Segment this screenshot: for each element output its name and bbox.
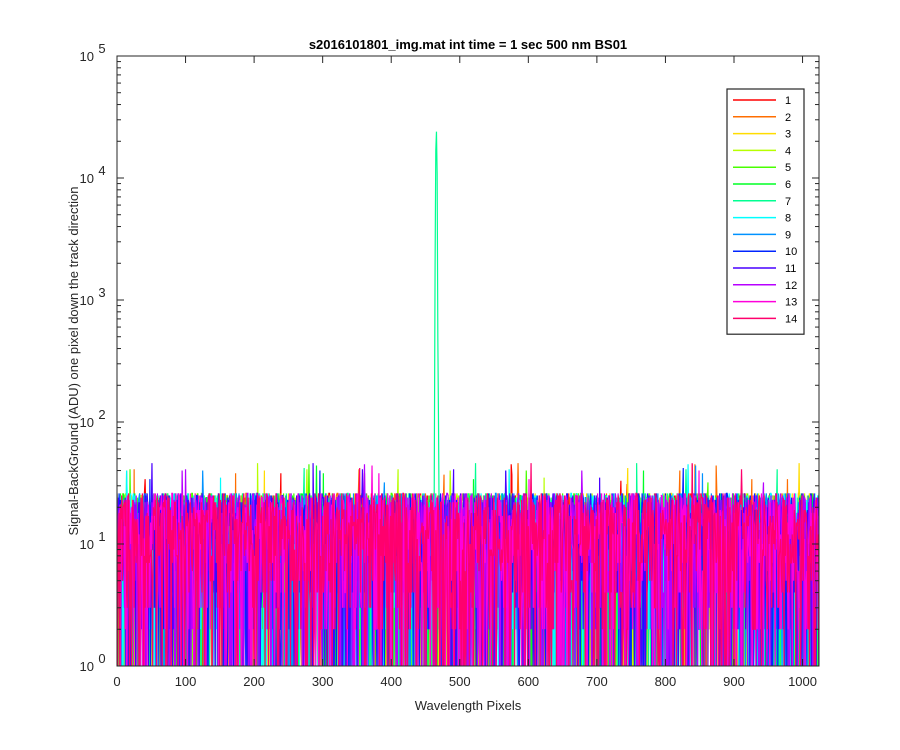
series-layer [117,131,819,666]
chart-title: s2016101801_img.mat int time = 1 sec 500… [309,37,627,52]
legend-label-3: 3 [785,129,791,141]
legend-label-2: 2 [785,112,791,124]
y-tick-label: 10 [80,49,94,64]
legend-label-13: 13 [785,297,797,309]
axes: 0 100 200 300 400 500 600 700 800 900 100010010110… [80,41,820,689]
legend-label-10: 10 [785,246,797,258]
y-tick-exponent: 3 [98,285,105,300]
y-tick-label: 10 [80,293,94,308]
x-tick-label: 0 [113,674,120,689]
legend-label-7: 7 [785,196,791,208]
y-tick-label: 10 [80,171,94,186]
x-tick-label: 800 [655,674,677,689]
legend-box [726,88,805,335]
legend-label-8: 8 [785,213,791,225]
y-tick-label: 10 [80,537,94,552]
x-tick-label: 500 [449,674,471,689]
y-tick-exponent: 2 [98,407,105,422]
series-line-14 [117,463,819,666]
legend-label-5: 5 [785,162,791,174]
y-tick-exponent: 5 [98,41,105,56]
x-tick-label: 100 [175,674,197,689]
legend-label-12: 12 [785,280,797,292]
legend-label-6: 6 [785,179,791,191]
x-tick-label: 200 [243,674,265,689]
x-axis-label: Wavelength Pixels [415,698,522,713]
y-tick-label: 10 [80,415,94,430]
y-tick-label: 10 [80,659,94,674]
x-tick-label: 1000 [788,674,817,689]
x-tick-label: 600 [517,674,539,689]
legend-label-11: 11 [785,263,796,275]
x-tick-label: 700 [586,674,608,689]
x-tick-label: 400 [380,674,402,689]
y-tick-exponent: 0 [98,651,105,666]
x-tick-label: 300 [312,674,334,689]
axes-box [116,55,820,667]
y-tick-exponent: 4 [98,163,105,178]
legend-label-1: 1 [785,95,791,107]
y-axis-label: Signal-BackGround (ADU) one pixel down t… [66,186,81,535]
legend-label-14: 14 [785,313,797,325]
x-tick-label: 900 [723,674,745,689]
y-tick-exponent: 1 [98,529,105,544]
legend-label-9: 9 [785,229,791,241]
legend-label-4: 4 [785,145,791,157]
